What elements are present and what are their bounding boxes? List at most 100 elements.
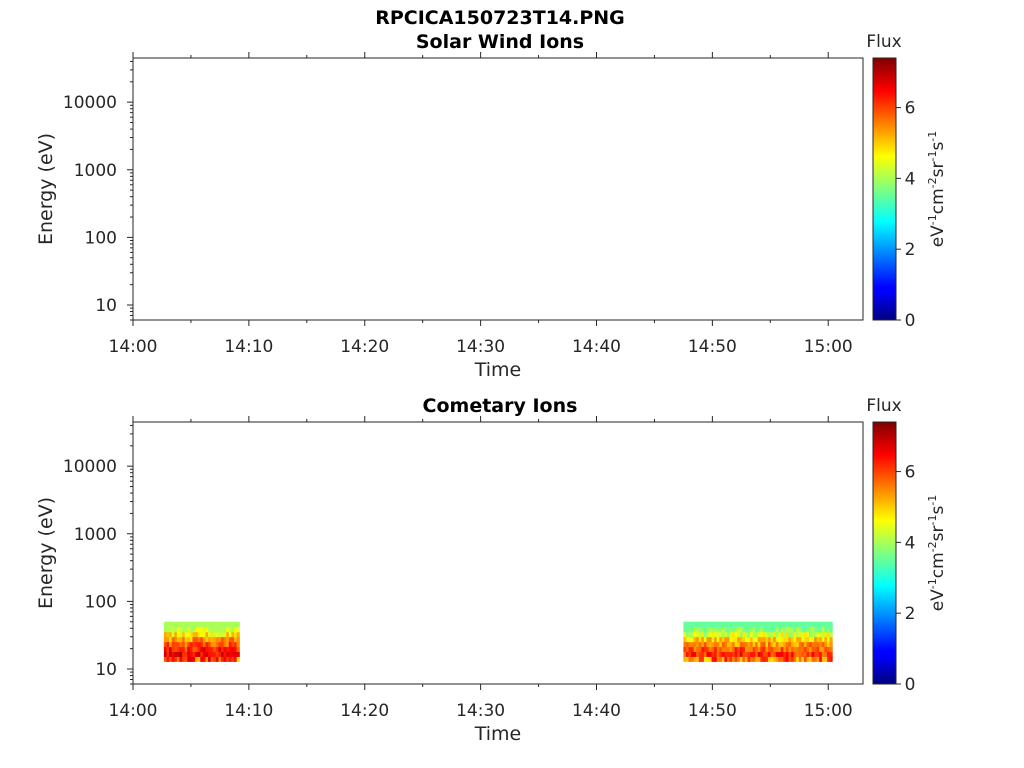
flux-cell bbox=[223, 656, 227, 662]
flux-cell bbox=[816, 621, 820, 628]
flux-cell bbox=[215, 656, 220, 662]
flux-cell bbox=[202, 651, 207, 657]
flux-cell bbox=[721, 621, 726, 628]
flux-cell bbox=[182, 631, 186, 638]
flux-cell bbox=[742, 656, 746, 662]
flux-cell bbox=[729, 656, 733, 662]
flux-cell bbox=[171, 646, 175, 653]
flux-cell bbox=[187, 656, 191, 662]
colorbar-tick-label: 2 bbox=[905, 604, 916, 624]
flux-cell bbox=[184, 656, 188, 662]
flux-cell bbox=[785, 621, 790, 628]
flux-cell bbox=[819, 656, 823, 662]
flux-cell bbox=[195, 621, 199, 628]
flux-cell bbox=[809, 621, 813, 628]
flux-cell bbox=[197, 646, 201, 653]
flux-cell bbox=[796, 651, 800, 657]
flux-cell bbox=[821, 621, 826, 628]
flux-cell bbox=[231, 651, 235, 657]
flux-cell bbox=[719, 631, 723, 638]
flux-cell bbox=[826, 621, 831, 628]
flux-cell bbox=[169, 641, 173, 648]
flux-cell bbox=[780, 646, 784, 653]
flux-cell bbox=[750, 651, 754, 657]
flux-cell bbox=[760, 641, 764, 648]
flux-cell bbox=[711, 626, 715, 633]
flux-cell bbox=[709, 641, 713, 648]
flux-cell bbox=[819, 631, 823, 638]
flux-cell bbox=[192, 631, 196, 638]
flux-cell bbox=[236, 651, 240, 657]
flux-cell bbox=[752, 646, 756, 653]
flux-cell bbox=[824, 631, 828, 638]
flux-cell bbox=[205, 636, 209, 643]
flux-cell bbox=[744, 651, 749, 657]
flux-cell bbox=[169, 626, 173, 633]
flux-cell bbox=[221, 631, 225, 638]
flux-cell bbox=[706, 656, 710, 662]
x-tick-label: 14:20 bbox=[340, 337, 389, 357]
flux-cell bbox=[809, 651, 813, 657]
y-tick-label: 10 bbox=[95, 660, 117, 680]
flux-cell bbox=[752, 621, 756, 628]
flux-cell bbox=[737, 656, 741, 662]
flux-cell bbox=[816, 631, 820, 638]
x-axis-label: Time bbox=[474, 359, 522, 381]
flux-cell bbox=[200, 651, 204, 657]
flux-cell bbox=[215, 631, 220, 638]
flux-cell bbox=[788, 646, 792, 653]
flux-cell bbox=[688, 646, 692, 653]
flux-cell bbox=[228, 631, 233, 638]
flux-cell bbox=[205, 656, 209, 662]
flux-cell bbox=[719, 651, 723, 657]
flux-cell bbox=[189, 641, 194, 648]
flux-cell bbox=[166, 631, 170, 638]
flux-cell bbox=[192, 646, 196, 653]
flux-cell bbox=[732, 656, 736, 662]
flux-cell bbox=[716, 646, 720, 653]
flux-cell bbox=[228, 641, 233, 648]
flux-cell bbox=[768, 656, 772, 662]
flux-cell bbox=[691, 631, 695, 638]
flux-cell bbox=[811, 631, 815, 638]
flux-cell bbox=[762, 646, 767, 653]
flux-cell bbox=[803, 641, 808, 648]
flux-cell bbox=[724, 656, 728, 662]
flux-cell bbox=[811, 636, 815, 643]
flux-cell bbox=[829, 656, 833, 662]
flux-cell bbox=[803, 631, 808, 638]
flux-cell bbox=[703, 636, 708, 643]
flux-cell bbox=[716, 651, 720, 657]
flux-cell bbox=[163, 631, 168, 638]
flux-cell bbox=[182, 656, 186, 662]
flux-cell bbox=[231, 656, 235, 662]
flux-cell bbox=[829, 651, 833, 657]
flux-cell bbox=[166, 656, 170, 662]
flux-cell bbox=[231, 631, 235, 638]
flux-cell bbox=[824, 626, 828, 633]
flux-cell bbox=[726, 626, 731, 633]
flux-cell bbox=[793, 651, 797, 657]
flux-cell bbox=[208, 651, 212, 657]
x-axis-ticks: 14:00 14:10 14:20 14:30 14:40 14:50 15:00 bbox=[109, 416, 853, 721]
flux-cell bbox=[788, 621, 792, 628]
flux-cell bbox=[208, 621, 212, 628]
flux-cell bbox=[698, 621, 702, 628]
flux-cell bbox=[796, 641, 800, 648]
flux-cell bbox=[171, 651, 175, 657]
flux-cell bbox=[729, 631, 733, 638]
flux-cell bbox=[780, 636, 784, 643]
flux-cell bbox=[683, 651, 687, 657]
flux-cell bbox=[706, 646, 710, 653]
flux-cell bbox=[737, 621, 741, 628]
flux-cell bbox=[806, 641, 810, 648]
plot-area bbox=[132, 57, 864, 321]
flux-cell bbox=[171, 626, 175, 633]
flux-cell bbox=[192, 621, 196, 628]
flux-cell bbox=[231, 646, 235, 653]
flux-cell bbox=[819, 651, 823, 657]
x-tick-label: 14:10 bbox=[224, 337, 273, 357]
flux-cell bbox=[760, 626, 764, 633]
flux-cell bbox=[683, 636, 687, 643]
flux-cell bbox=[174, 651, 178, 657]
